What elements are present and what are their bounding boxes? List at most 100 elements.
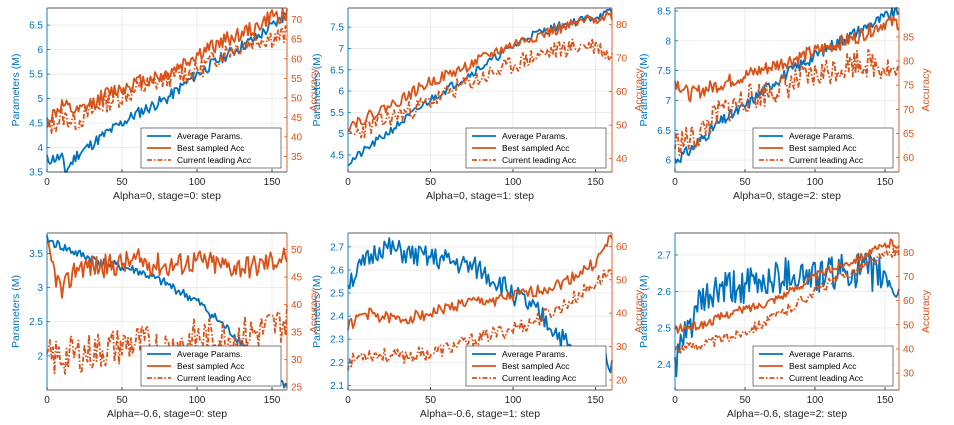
y-right-axis-label: Accuracy [308,289,320,333]
y-right-tick-label: 80 [903,248,915,259]
x-tick-label: 50 [116,395,128,406]
legend-label: Current leading Acc [789,373,864,383]
x-tick-label: 100 [189,177,206,188]
y-left-tick-label: 2.5 [330,289,344,300]
y-left-tick-label: 2.5 [657,323,671,334]
y-right-tick-label: 40 [616,309,628,320]
subplot-6: 0 50 100 150 2.4 2.5 2.6 2.7 30 40 50 60 70 80 Alpha=-… [638,232,932,420]
y-left-tick-label: 2.3 [330,335,344,346]
y-right-tick-label: 65 [903,129,915,140]
x-tick-label: 0 [44,395,50,406]
y-right-tick-label: 40 [616,154,628,165]
x-tick-label: 0 [345,395,351,406]
y-right-tick-label: 30 [903,369,915,380]
legend-label: Average Params. [789,131,855,141]
legend-label: Current leading Acc [177,155,252,165]
y-right-tick-label: 25 [291,383,303,394]
y-left-axis-label: Parameters (M) [638,275,650,348]
y-right-tick-label: 55 [291,74,303,85]
y-right-tick-label: 45 [291,273,303,284]
y-left-tick-label: 6.5 [29,21,43,32]
x-tick-label: 0 [44,177,50,188]
x-tick-label: 100 [505,177,522,188]
y-left-tick-label: 7 [665,96,671,107]
y-left-tick-label: 2.7 [657,250,671,261]
y-left-tick-label: 6.5 [657,126,671,137]
y-left-tick-label: 5 [37,94,43,105]
y-left-tick-label: 8.5 [657,6,671,17]
subplot-1: 0 50 100 150 3.5 4 4.5 5 5.5 6 6.5 35 40 45 50 55 60 65 70… [10,7,320,202]
y-right-axis-label: Accuracy [633,289,645,333]
x-tick-label: 50 [116,177,128,188]
y-left-tick-label: 7.5 [657,66,671,77]
y-right-tick-label: 60 [616,87,628,98]
y-left-tick-label: 3.5 [29,249,43,260]
legend: Average Params. Best sampled Acc Current l… [140,127,282,169]
y-left-axis-label: Parameters (M) [10,275,22,348]
y-left-tick-label: 2.7 [330,242,344,253]
y-right-tick-label: 50 [291,93,303,104]
x-tick-label: 0 [345,177,351,188]
subplot-5: 0 50 100 150 2.1 2.2 2.3 2.4 2.5 2.6 2.7 20 30 40 50 60… [311,232,645,420]
y-left-tick-label: 2.6 [330,265,344,276]
y-right-tick-label: 20 [616,375,628,386]
legend-label: Best sampled Acc [789,143,857,153]
y-right-tick-label: 30 [291,355,303,366]
y-right-tick-label: 30 [616,342,628,353]
legend-label: Best sampled Acc [177,143,245,153]
x-axis-label: Alpha=0, stage=1: step [426,190,534,202]
legend: Average Params. Best sampled Acc Current l… [465,345,607,387]
y-left-tick-label: 5 [338,129,344,140]
legend-label: Best sampled Acc [502,143,570,153]
y-right-axis-label: Accuracy [920,289,932,333]
legend-label: Current leading Acc [789,155,864,165]
legend: Average Params. Best sampled Acc Current l… [140,345,282,387]
series-line [347,234,613,331]
x-tick-label: 150 [587,395,604,406]
legend-label: Current leading Acc [502,155,577,165]
x-tick-label: 50 [739,177,751,188]
y-right-tick-label: 50 [616,275,628,286]
x-tick-label: 100 [189,395,206,406]
subplot-3: 0 50 100 150 6 6.5 7 7.5 8 8.5 60 65 70 75 80 85 Alpha=0… [638,6,932,202]
y-left-tick-label: 2.6 [657,287,671,298]
y-left-tick-label: 6 [665,156,671,167]
legend: Average Params. Best sampled Acc Current l… [752,127,894,169]
y-right-tick-label: 50 [903,320,915,331]
y-left-tick-label: 8 [665,36,671,47]
x-tick-label: 150 [587,177,604,188]
series-line [347,37,613,139]
legend: Average Params. Best sampled Acc Current l… [465,127,607,169]
x-axis-label: Alpha=0, stage=0: step [113,190,221,202]
y-right-tick-label: 75 [903,81,915,92]
y-right-tick-label: 70 [616,54,628,65]
y-right-tick-label: 70 [291,15,303,26]
y-left-tick-label: 5.5 [29,70,43,81]
x-tick-label: 50 [425,177,437,188]
series-line [46,7,288,127]
y-left-tick-label: 4.5 [29,119,43,130]
x-tick-label: 150 [264,177,281,188]
legend-label: Best sampled Acc [789,361,857,371]
x-axis-label: Alpha=-0.6, stage=2: step [727,408,847,420]
legend-label: Average Params. [502,349,568,359]
y-left-tick-label: 2 [37,351,43,362]
x-axis-label: Alpha=-0.6, stage=0: step [107,408,227,420]
y-left-tick-label: 2.5 [29,317,43,328]
series-line [46,25,288,135]
x-tick-label: 100 [807,177,824,188]
y-left-tick-label: 4 [37,143,43,154]
y-right-tick-label: 60 [616,242,628,253]
series-line [347,11,613,131]
y-right-tick-label: 85 [903,32,915,43]
y-right-tick-label: 65 [291,35,303,46]
y-right-tick-label: 50 [291,245,303,256]
series-line [674,15,900,103]
y-left-axis-label: Parameters (M) [638,54,650,127]
legend-label: Average Params. [177,349,243,359]
series-line [347,237,613,375]
legend-label: Average Params. [789,349,855,359]
y-right-tick-label: 60 [903,296,915,307]
y-right-tick-label: 35 [291,152,303,163]
